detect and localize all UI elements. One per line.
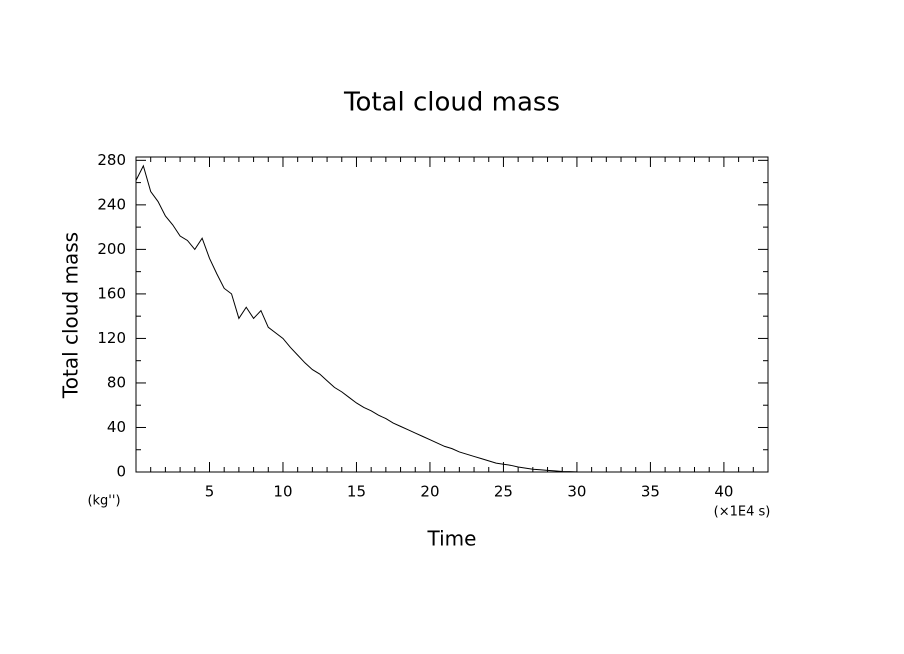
y-tick-label: 240: [97, 195, 126, 213]
x-axis-label: Time: [427, 527, 477, 551]
x-tick-label: 40: [714, 483, 733, 501]
y-tick-label: 200: [97, 240, 126, 258]
data-line: [135, 164, 577, 473]
x-tick-label: 10: [273, 483, 292, 501]
x-tick-label: 5: [205, 483, 215, 501]
y-tick-label: 80: [107, 373, 126, 391]
y-tick-label: 40: [107, 418, 126, 436]
x-tick-label: 25: [494, 483, 513, 501]
x-unit: (×1E4 s): [714, 505, 771, 520]
y-tick-label: 0: [116, 463, 126, 481]
x-tick-label: 20: [420, 483, 439, 501]
x-tick-label: 15: [347, 483, 366, 501]
x-tick-label: 30: [567, 483, 586, 501]
y-tick-label: 280: [97, 151, 126, 169]
chart-title: Total cloud mass: [343, 88, 560, 118]
x-tick-label: 35: [641, 483, 660, 501]
y-axis-label: Total cloud mass: [59, 232, 83, 399]
plot-frame: [135, 156, 769, 473]
y-tick-label: 160: [97, 284, 126, 302]
y-tick-label: 120: [97, 329, 126, 347]
y-unit: (kg''): [87, 494, 120, 509]
